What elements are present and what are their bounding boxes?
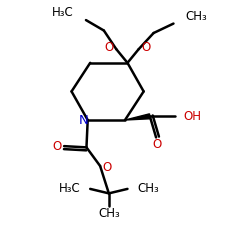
Text: O: O	[102, 161, 112, 174]
Text: O: O	[105, 42, 114, 54]
Text: CH₃: CH₃	[186, 10, 207, 23]
Text: H₃C: H₃C	[58, 182, 80, 196]
Text: CH₃: CH₃	[98, 207, 120, 220]
Text: H₃C: H₃C	[52, 6, 74, 19]
Text: OH: OH	[184, 110, 202, 123]
Text: CH₃: CH₃	[138, 182, 159, 196]
Text: N: N	[78, 114, 88, 126]
Text: O: O	[153, 138, 162, 151]
Text: O: O	[141, 42, 150, 54]
Text: O: O	[52, 140, 62, 153]
Polygon shape	[125, 114, 150, 120]
